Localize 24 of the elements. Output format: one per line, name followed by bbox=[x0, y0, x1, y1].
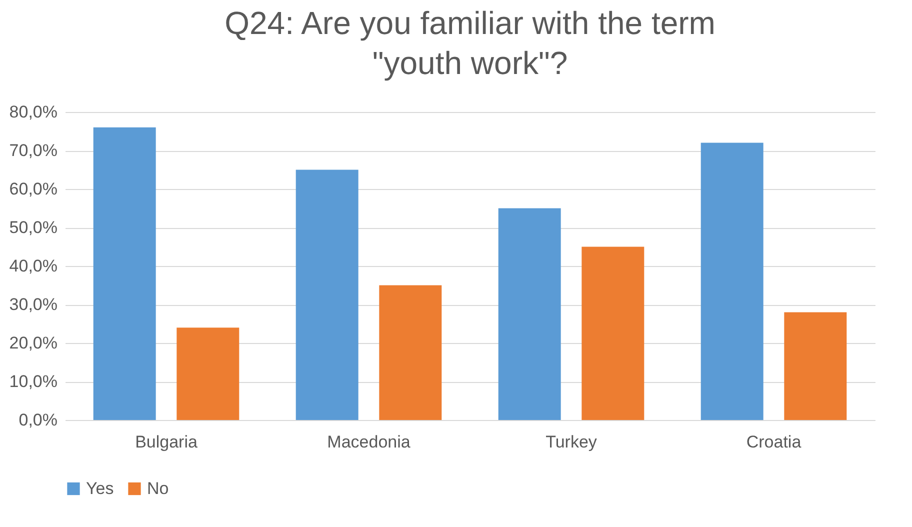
x-tick-label: Croatia bbox=[746, 432, 802, 452]
bar bbox=[93, 127, 156, 420]
y-tick-label: 80,0% bbox=[9, 102, 58, 122]
y-tick-label: 20,0% bbox=[9, 334, 58, 352]
x-tick-label: Macedonia bbox=[327, 432, 411, 452]
y-tick-label: 0,0% bbox=[18, 410, 58, 430]
bar bbox=[582, 246, 644, 420]
bar bbox=[498, 208, 561, 420]
bar bbox=[700, 142, 764, 420]
bar bbox=[379, 285, 442, 420]
y-tick-label: 10,0% bbox=[9, 372, 58, 391]
y-tick-label: 50,0% bbox=[9, 218, 58, 237]
y-tick-label: 70,0% bbox=[9, 141, 58, 160]
y-tick-label: 60,0% bbox=[9, 180, 58, 198]
legend-label: No bbox=[147, 478, 169, 498]
y-tick-label: 30,0% bbox=[9, 295, 58, 314]
x-tick-label: Bulgaria bbox=[135, 432, 198, 452]
chart-title: Q24: Are you familiar with the term "youth work"? bbox=[224, 5, 716, 81]
bar bbox=[784, 312, 847, 420]
legend-label: Yes bbox=[86, 478, 114, 498]
y-tick-label: 40,0% bbox=[9, 256, 58, 276]
x-tick-label: Turkey bbox=[546, 432, 598, 452]
bar bbox=[176, 328, 240, 420]
bar bbox=[296, 170, 358, 420]
